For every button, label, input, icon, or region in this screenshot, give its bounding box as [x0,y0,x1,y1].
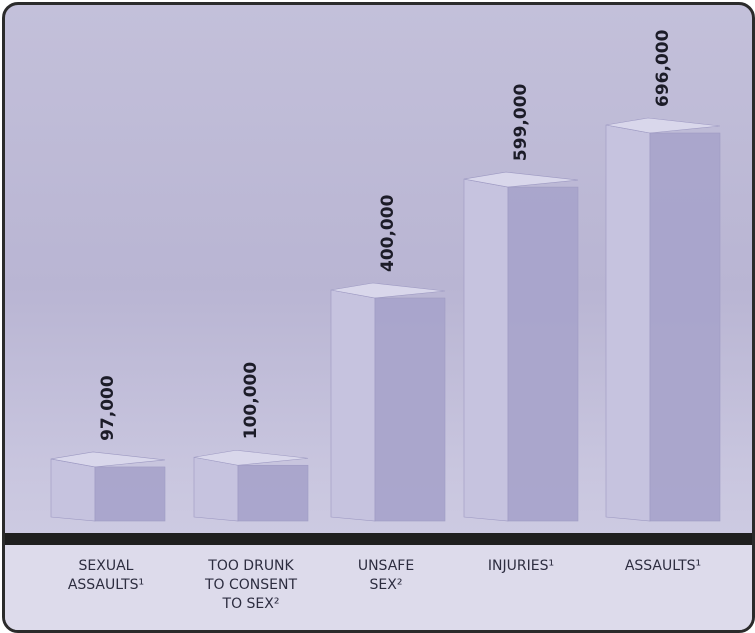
bar-top [463,171,579,188]
value-label: 696,000 [653,29,673,107]
bar [507,186,579,522]
category-label: INJURIES¹ [487,558,555,574]
bar [649,132,721,522]
bar-top [605,117,721,134]
label-band [5,543,752,630]
value-label: 400,000 [378,194,398,272]
value-label: 100,000 [241,362,261,440]
bar-side [193,456,239,522]
bar-side [605,124,651,522]
value-label: 97,000 [98,375,118,441]
bar-side [330,289,376,522]
bar-side [463,178,509,522]
category-label: TOO DRUNK TO CONSENT TO SEX² [204,558,298,612]
baseline [5,533,752,545]
bar [237,464,309,522]
bar [94,466,166,522]
category-label: UNSAFE SEX² [357,558,415,593]
bar-top [330,282,446,299]
category-label: SEXUAL ASSAULTS¹ [67,558,145,593]
bar-top [50,451,166,468]
bar-top [193,449,309,466]
plot: 97,000 100,000 400,000 599,000 696,000 [5,29,752,630]
category-label: ASSAULTS¹ [624,558,702,574]
bar [374,297,446,522]
bar-side [50,458,96,522]
value-label: 599,000 [511,83,531,161]
